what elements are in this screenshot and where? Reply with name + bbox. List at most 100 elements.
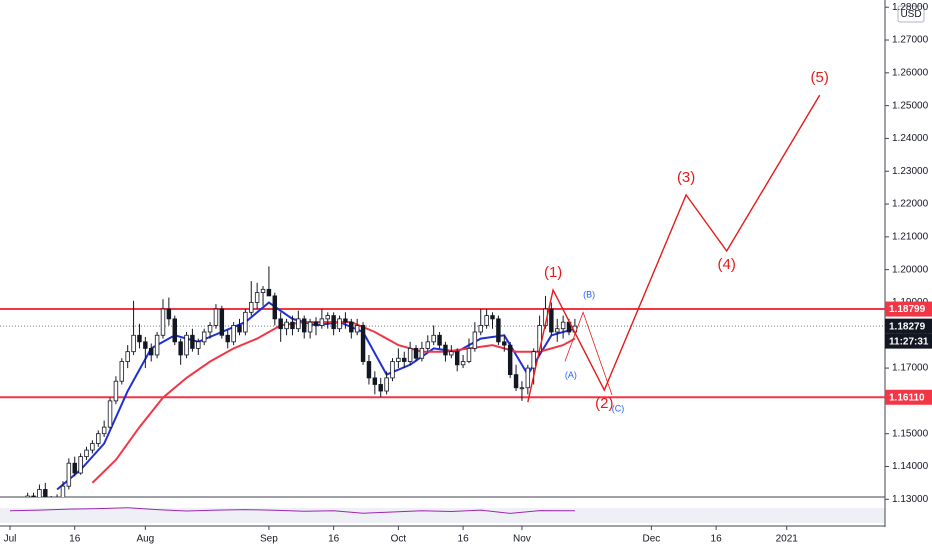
- candle-body: [425, 341, 431, 349]
- price-box-label: 1.18799: [889, 304, 926, 315]
- candle-body: [313, 321, 319, 326]
- candle-body: [296, 318, 301, 330]
- candle-body: [154, 334, 160, 356]
- candle-body: [307, 321, 313, 333]
- candle-body: [378, 384, 383, 392]
- wave-label: (B): [583, 290, 595, 300]
- y-tick-label: 1.22000: [892, 199, 929, 210]
- candle-body: [201, 331, 207, 343]
- candle-body: [178, 341, 183, 356]
- y-tick-label: 1.23000: [892, 166, 929, 177]
- wave-label: (3): [677, 169, 695, 186]
- candle-body: [225, 334, 230, 343]
- candle-body: [384, 377, 389, 392]
- y-tick-label: 1.21000: [892, 231, 929, 242]
- oscillator-line: [9, 507, 575, 514]
- price-box-label: 1.18279: [889, 321, 926, 332]
- candle-body: [249, 302, 254, 313]
- candle-body: [184, 334, 189, 356]
- candle-body: [78, 456, 83, 474]
- candle-body: [113, 380, 119, 402]
- candle-body: [513, 374, 519, 389]
- oscillator-band: [0, 508, 885, 523]
- main-pane: [0, 94, 885, 506]
- candle-body: [231, 325, 236, 343]
- candle-body: [272, 295, 278, 320]
- candle-body: [55, 499, 59, 506]
- candle-body: [37, 489, 42, 497]
- candle-body: [354, 325, 360, 333]
- candle-body: [196, 341, 201, 349]
- candle-body: [560, 321, 566, 330]
- candle-body: [290, 321, 295, 330]
- candle-body: [237, 325, 242, 333]
- y-tick-label: 1.15000: [892, 428, 929, 439]
- y-tick-label: 1.28000: [892, 2, 929, 13]
- price-box: [885, 333, 932, 349]
- price-box-label: 11:27:31: [889, 336, 929, 347]
- y-tick-label: 1.13000: [892, 494, 929, 505]
- candle-body: [301, 318, 307, 333]
- candle-body: [478, 325, 483, 333]
- wave-label: (5): [811, 69, 829, 86]
- candle-body: [419, 347, 425, 359]
- candle-body: [502, 341, 507, 346]
- candle-body: [466, 347, 472, 362]
- y-tick-label: 1.14000: [892, 461, 929, 472]
- x-tick-label: Aug: [136, 534, 154, 545]
- subwave-line: [564, 311, 613, 396]
- candle-body: [525, 367, 531, 389]
- candle-body: [219, 308, 225, 336]
- y-tick-label: 1.27000: [892, 35, 929, 46]
- x-tick-label: Dec: [642, 534, 660, 545]
- x-tick-label: 16: [458, 534, 470, 545]
- y-tick-label: 1.20000: [892, 264, 929, 275]
- candle-body: [331, 315, 336, 330]
- candle-body: [131, 334, 136, 353]
- candle-body: [49, 499, 53, 506]
- candle-body: [490, 315, 495, 320]
- candle-body: [484, 315, 489, 326]
- candle-body: [66, 462, 72, 487]
- candle-body: [260, 288, 266, 294]
- candle-body: [496, 318, 501, 343]
- candle-body: [266, 288, 272, 297]
- candle-body: [390, 361, 395, 379]
- candle-body: [213, 308, 219, 326]
- x-tick-label: 16: [328, 534, 340, 545]
- wave-label: (1): [544, 264, 562, 281]
- candle-body: [143, 341, 148, 349]
- candle-body: [449, 351, 454, 356]
- candle-body: [107, 400, 113, 428]
- candle-body: [372, 377, 378, 385]
- wave-label: (2): [595, 395, 613, 412]
- currency-box[interactable]: [897, 5, 925, 23]
- y-tick-label: 1.25000: [892, 100, 929, 111]
- price-box-label: 1.16110: [889, 392, 925, 403]
- candle-body: [43, 489, 48, 497]
- candle-body: [254, 292, 260, 303]
- candle-body: [555, 328, 560, 333]
- candle-body: [472, 331, 478, 349]
- candle-body: [437, 334, 442, 346]
- candle-body: [60, 485, 66, 497]
- y-tick-label: 1.26000: [892, 67, 929, 78]
- candle-body: [396, 357, 401, 362]
- candle-body: [243, 311, 248, 333]
- x-tick-label: 16: [69, 534, 81, 545]
- candle-body: [431, 334, 436, 343]
- candle-body: [337, 318, 342, 330]
- wave-label: (C): [612, 403, 625, 413]
- x-tick-label: Jul: [4, 534, 17, 545]
- candle-body: [402, 357, 407, 362]
- candle-body: [549, 308, 554, 333]
- candle-body: [443, 344, 448, 356]
- candle-body: [160, 308, 166, 336]
- candle-body: [125, 351, 130, 362]
- candle-body: [531, 351, 536, 369]
- candle-body: [319, 318, 325, 326]
- candle-body: [149, 347, 154, 356]
- candle-body: [278, 318, 283, 330]
- candle-body: [31, 495, 36, 497]
